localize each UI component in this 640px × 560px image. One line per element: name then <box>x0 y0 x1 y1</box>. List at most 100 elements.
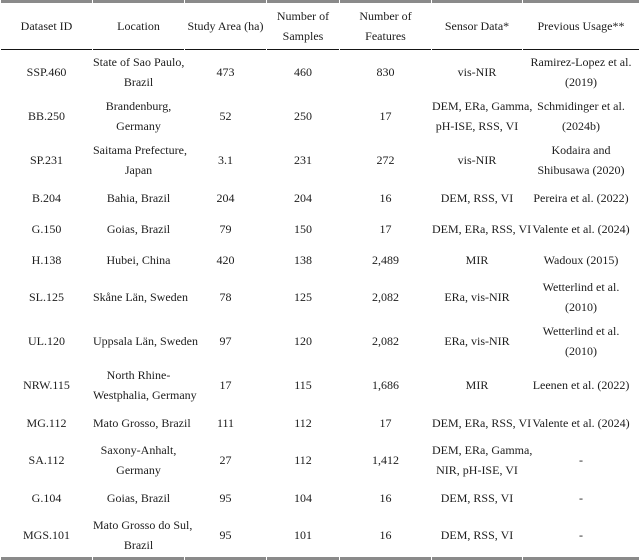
cell-area: 79 <box>219 221 232 236</box>
cell-features: 16 <box>340 513 431 560</box>
cell-sensor: DEM, ERa, RSS, VI <box>432 415 532 430</box>
cell-usage: - <box>523 513 639 560</box>
cell-id: SP.231 <box>29 153 64 167</box>
cell-usage: Ramirez-Lopez et al. (2019) <box>530 55 632 89</box>
col-header-study-area: Study Area (ha) <box>185 0 266 50</box>
table-row: SA.112 Saxony-Anhalt, Germany 27 112 1,412 DE… <box>1 438 639 482</box>
cell-id: G.104 <box>31 490 62 505</box>
col-header-sensor-data: Sensor Data* <box>432 0 522 50</box>
cell-area: 27 <box>219 453 232 467</box>
cell-location: Bahia, Brazil <box>106 190 171 205</box>
cell-samples: 101 <box>267 513 339 560</box>
cell-location: North Rhine- Westphalia, Germany <box>93 368 197 402</box>
cell-location: Goias, Brazil <box>106 490 171 505</box>
cell-area: 95 <box>219 490 232 505</box>
cell-sensor: ERa, vis-NIR <box>444 290 510 304</box>
cell-id: SL.125 <box>28 290 64 304</box>
cell-usage: - <box>579 453 583 467</box>
cell-sensor: vis-NIR <box>457 65 497 79</box>
cell-usage: Pereira et al. (2022) <box>533 190 629 205</box>
cell-sensor: DEM, RSS, VI <box>432 513 522 560</box>
cell-features: 830 <box>376 65 395 79</box>
cell-usage: Kodaira and Shibusawa (2020) <box>537 143 625 177</box>
cell-samples: 104 <box>294 490 312 505</box>
cell-samples: 138 <box>294 252 312 267</box>
cell-features: 2,489 <box>372 252 399 267</box>
cell-samples: 150 <box>294 221 312 236</box>
cell-features: 16 <box>379 490 392 505</box>
cell-area: 95 <box>185 513 266 560</box>
cell-area: 204 <box>216 190 235 205</box>
col-header-dataset-id: Dataset ID <box>1 0 92 50</box>
table-row: MG.112 Mato Grosso, Brazil 111 112 17 DEM, ER… <box>1 407 639 438</box>
cell-location: Uppsala Län, Sweden <box>93 334 198 348</box>
cell-features: 17 <box>379 109 392 123</box>
cell-location: Skåne Län, Sweden <box>93 290 188 304</box>
cell-id: SA.112 <box>28 453 65 467</box>
col-header-number-of-features: Number of Features <box>340 0 431 50</box>
cell-location: Saitama Prefecture, Japan <box>93 143 187 177</box>
cell-area: 17 <box>219 378 232 392</box>
cell-sensor: DEM, RSS, VI <box>440 190 514 205</box>
cell-samples: 204 <box>294 190 312 205</box>
cell-sensor: DEM, RSS, VI <box>440 490 514 505</box>
cell-id: MG.112 <box>26 415 67 430</box>
cell-samples: 250 <box>294 109 312 123</box>
cell-features: 17 <box>379 221 392 236</box>
cell-area: 78 <box>219 290 232 304</box>
cell-samples: 112 <box>294 453 312 467</box>
cell-usage: Wadoux (2015) <box>543 252 619 267</box>
cell-samples: 112 <box>294 415 312 430</box>
cell-area: 97 <box>219 334 232 348</box>
cell-location: Saxony-Anhalt, Germany <box>100 443 177 477</box>
cell-id: G.150 <box>31 221 62 236</box>
cell-usage: - <box>579 490 583 505</box>
cell-samples: 120 <box>294 334 312 348</box>
table-body: SSP.460 State of Sao Paulo, Brazil 473 460 8… <box>1 50 639 560</box>
cell-features: 1,412 <box>372 453 399 467</box>
cell-usage: Schmidinger et al. (2024b) <box>537 99 625 133</box>
table-row: SSP.460 State of Sao Paulo, Brazil 473 460 8… <box>1 50 639 94</box>
cell-sensor: MIR <box>465 378 489 392</box>
table-row: G.104 Goias, Brazil 95 104 16 DEM, RSS, VI - <box>1 482 639 513</box>
cell-area: 3.1 <box>218 153 233 167</box>
header-row: Dataset ID Location Study Area (ha) Numb… <box>1 0 639 50</box>
cell-samples: 125 <box>294 290 312 304</box>
cell-sensor: DEM, ERa, Gamma, pH-ISE, RSS, VI <box>432 99 533 133</box>
cell-location: Brandenburg, Germany <box>105 99 172 133</box>
cell-usage: Wetterlind et al. (2010) <box>542 324 620 358</box>
cell-sensor: vis-NIR <box>457 153 497 167</box>
cell-usage: Wetterlind et al. (2010) <box>542 280 620 314</box>
cell-id: NRW.115 <box>23 378 70 392</box>
cell-sensor: DEM, ERa, RSS, VI <box>432 221 532 236</box>
cell-id: BB.250 <box>27 109 65 123</box>
table-row: SL.125 Skåne Län, Sweden 78 125 2,082 ERa, vi… <box>1 275 639 319</box>
cell-area: 52 <box>219 109 232 123</box>
table-header: Dataset ID Location Study Area (ha) Numb… <box>1 0 639 50</box>
table-row: B.204 Bahia, Brazil 204 204 16 DEM, RSS, VI Pe… <box>1 182 639 213</box>
table-row: SP.231 Saitama Prefecture, Japan 3.1 231 272… <box>1 138 639 182</box>
cell-area: 111 <box>216 415 235 430</box>
table-row: BB.250 Brandenburg, Germany 52 250 17 DEM, ER… <box>1 94 639 138</box>
cell-area: 420 <box>216 252 235 267</box>
col-header-previous-usage: Previous Usage** <box>523 0 639 50</box>
cell-location: Mato Grosso, Brazil <box>93 415 191 430</box>
cell-usage: Valente et al. (2024) <box>532 221 630 236</box>
cell-sensor: MIR <box>465 252 489 267</box>
col-header-number-of-samples: Number of Samples <box>267 0 339 50</box>
table-row: NRW.115 North Rhine- Westphalia, Germany 1… <box>1 363 639 407</box>
table-row: H.138 Hubei, China 420 138 2,489 MIR Wadoux (2… <box>1 244 639 275</box>
cell-usage: Valente et al. (2024) <box>532 415 630 430</box>
cell-id: B.204 <box>31 190 61 205</box>
cell-sensor: ERa, vis-NIR <box>444 334 510 348</box>
cell-location: Hubei, China <box>106 252 171 267</box>
cell-location: State of Sao Paulo, Brazil <box>93 55 185 89</box>
cell-location: Goias, Brazil <box>106 221 171 236</box>
cell-features: 2,082 <box>372 290 399 304</box>
table-row: G.150 Goias, Brazil 79 150 17 DEM, ERa, RSS, … <box>1 213 639 244</box>
col-header-location: Location <box>93 0 184 50</box>
cell-location: Mato Grosso do Sul, Brazil <box>93 513 192 560</box>
cell-samples: 115 <box>294 378 312 392</box>
